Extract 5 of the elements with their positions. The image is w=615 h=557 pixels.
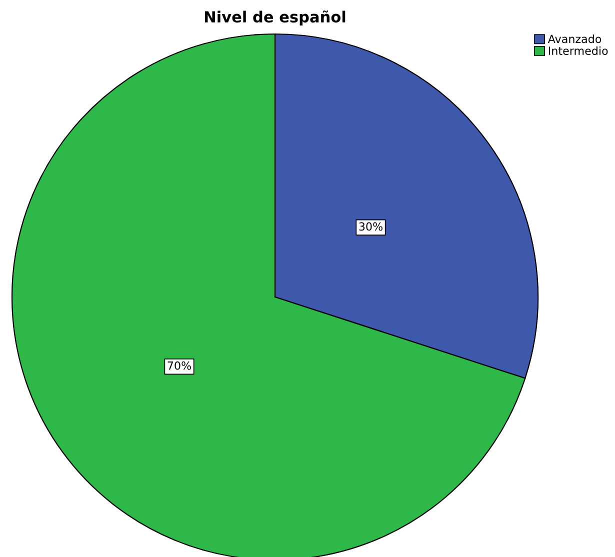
data-label: 70% (168, 361, 191, 370)
chart-title: Nivel de español (204, 10, 346, 26)
legend-label: Avanzado (548, 34, 602, 44)
data-label: 30% (359, 222, 382, 231)
legend-label: Intermedio (548, 46, 608, 55)
